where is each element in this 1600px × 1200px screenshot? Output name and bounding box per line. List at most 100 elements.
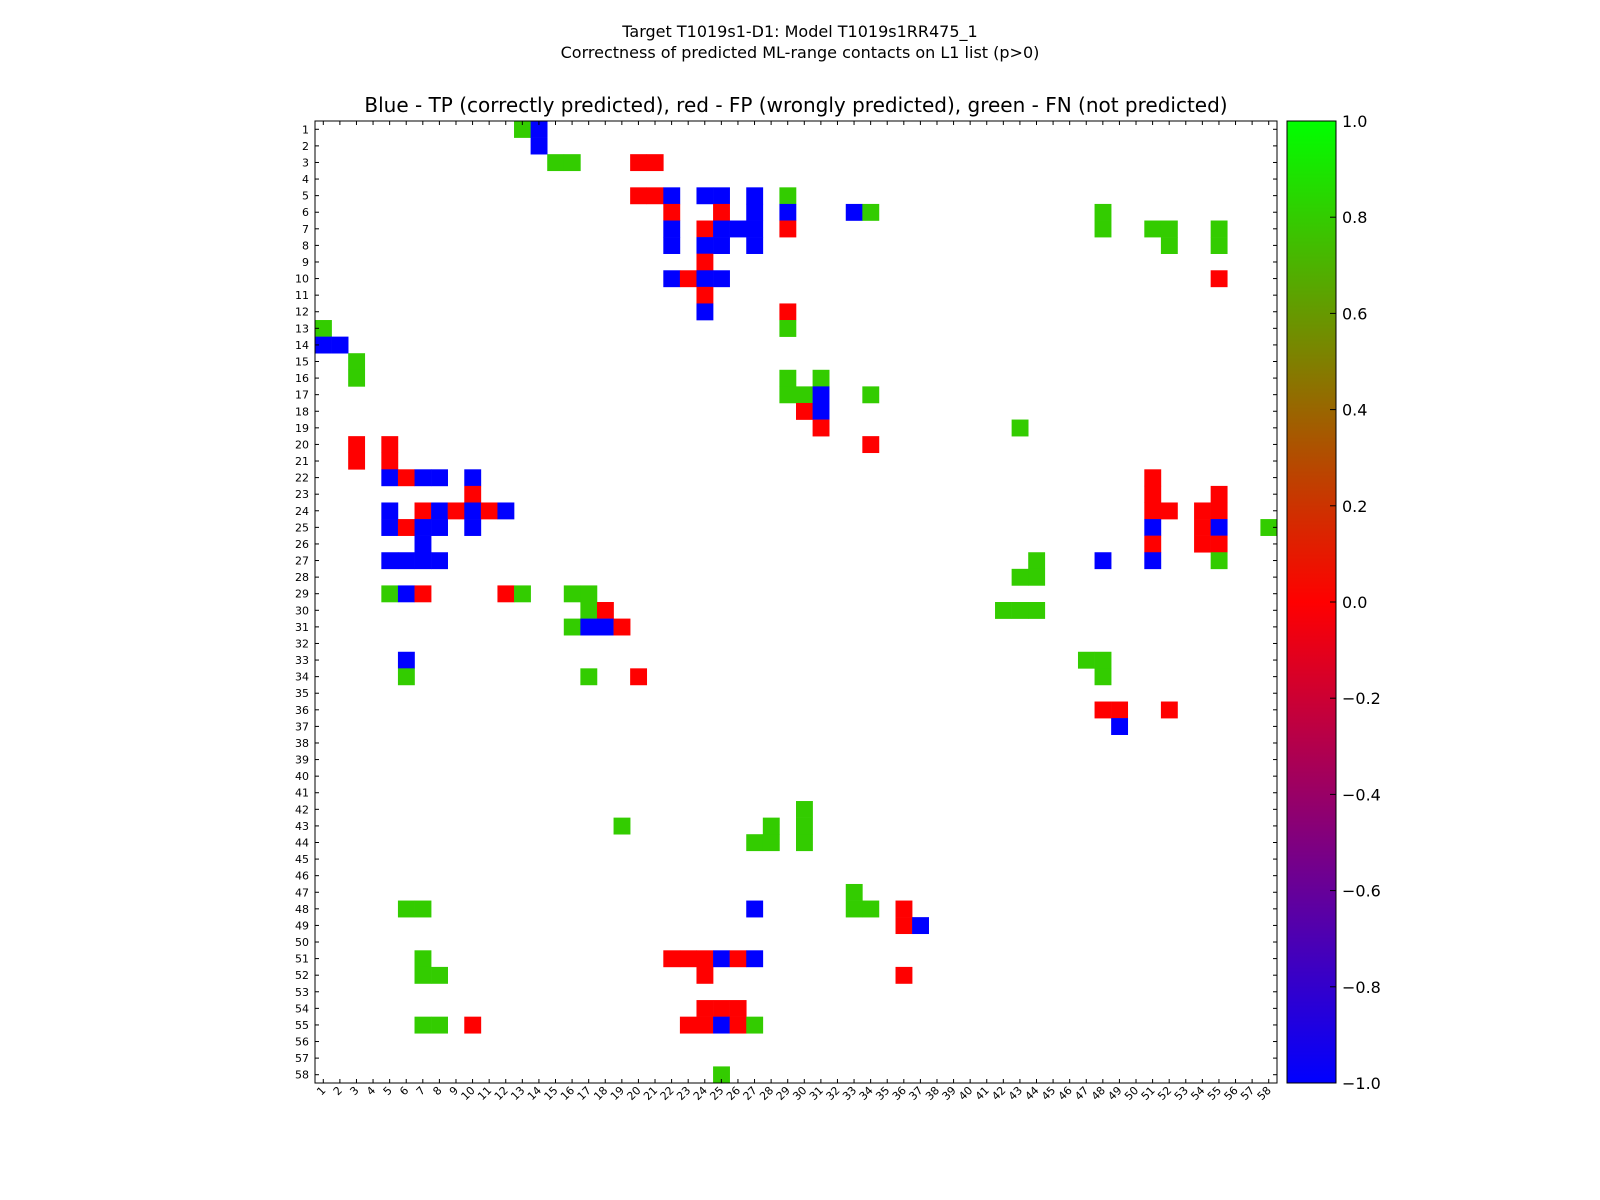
colorbar-tick-label: −1.0	[1342, 1074, 1381, 1093]
heatmap-cell	[397, 519, 415, 536]
heatmap-cell	[1111, 701, 1129, 719]
heatmap-cell	[746, 900, 764, 918]
y-tick-label: 23	[295, 488, 309, 501]
heatmap-cell	[613, 817, 631, 835]
heatmap-cell	[464, 519, 482, 536]
heatmap-cell	[414, 535, 432, 553]
heatmap-cell	[679, 270, 697, 288]
y-tick-label: 50	[295, 936, 309, 949]
heatmap-cell	[315, 320, 332, 337]
heatmap-cell	[1210, 237, 1228, 254]
heatmap-cell	[663, 220, 681, 238]
y-tick-label: 40	[295, 770, 309, 783]
heatmap-cell	[862, 900, 880, 918]
y-tick-label: 28	[295, 571, 309, 584]
heatmap-cell	[1210, 485, 1228, 503]
heatmap-cell	[746, 220, 764, 238]
heatmap-cell	[431, 519, 448, 536]
y-tick-label: 55	[295, 1019, 309, 1032]
heatmap-cell	[431, 1016, 448, 1034]
heatmap-cell	[746, 237, 764, 254]
heatmap-cell	[414, 519, 432, 536]
heatmap-cell	[696, 270, 714, 288]
heatmap-cell	[679, 1016, 697, 1034]
heatmap-cell	[397, 900, 415, 918]
colorbar-tick-label: −0.4	[1342, 785, 1381, 804]
heatmap-cell	[729, 1000, 747, 1017]
heatmap-cell	[1260, 519, 1278, 536]
heatmap-cell	[1094, 651, 1112, 669]
heatmap-cell	[845, 883, 863, 901]
heatmap-cell	[845, 203, 863, 221]
heatmap-cell	[381, 469, 399, 487]
y-tick-label: 3	[302, 156, 309, 169]
heatmap-cell	[713, 1000, 730, 1017]
heatmap-cell	[596, 602, 614, 619]
y-tick-label: 33	[295, 654, 309, 667]
y-tick-label: 22	[295, 472, 309, 485]
heatmap-cell	[895, 966, 913, 984]
y-tick-label: 49	[295, 919, 309, 932]
heatmap-cell	[812, 369, 830, 387]
y-tick-label: 19	[295, 422, 309, 435]
heatmap-cell	[696, 303, 714, 321]
y-tick-label: 44	[295, 837, 309, 850]
y-tick-label: 21	[295, 455, 309, 468]
heatmap-cell	[796, 834, 813, 852]
x-tick-label: 7	[414, 1084, 428, 1098]
heatmap-cell	[663, 950, 681, 968]
heatmap-cell	[796, 801, 813, 818]
y-tick-label: 41	[295, 787, 309, 800]
heatmap-cell	[696, 253, 714, 271]
heatmap-cell	[497, 502, 515, 520]
heatmap-cell	[1144, 220, 1162, 238]
heatmap-cell	[696, 950, 714, 968]
heatmap-cell	[431, 469, 448, 487]
x-tick-label: 6	[397, 1084, 411, 1098]
y-tick-label: 13	[295, 322, 309, 335]
y-axis-ticks: 1234567891011121314151617181920212223242…	[295, 123, 1277, 1082]
heatmap-cell	[1210, 502, 1228, 520]
y-tick-label: 25	[295, 521, 309, 534]
heatmap-cell	[1194, 502, 1211, 520]
y-tick-label: 58	[295, 1069, 309, 1082]
heatmap-cell	[397, 552, 415, 570]
heatmap-cell	[1028, 552, 1046, 570]
y-tick-label: 30	[295, 604, 309, 617]
heatmap-cell	[563, 618, 581, 636]
heatmap-cell	[1077, 651, 1095, 669]
heatmap-cell	[1194, 535, 1211, 553]
heatmap-cell	[1094, 220, 1112, 238]
heatmap-cell	[580, 668, 598, 686]
y-tick-label: 15	[295, 356, 309, 369]
y-tick-label: 35	[295, 687, 309, 700]
heatmap-cell	[1144, 535, 1162, 553]
heatmap-cell	[696, 286, 714, 304]
y-tick-label: 42	[295, 803, 309, 816]
heatmap-cell	[1160, 701, 1178, 719]
heatmap-cell	[563, 585, 581, 603]
y-tick-label: 20	[295, 438, 309, 451]
heatmap-cell	[1210, 552, 1228, 570]
heatmap-cell	[464, 502, 482, 520]
x-tick-label: 5	[381, 1084, 395, 1098]
heatmap-cell	[713, 1066, 730, 1084]
heatmap-cell	[663, 237, 681, 254]
x-axis-ticks: 1 2 3 4 5 6 7 8 91011121314151617181920212223242…	[314, 121, 1274, 1103]
colorbar-tick-label: 0.2	[1342, 497, 1367, 516]
heatmap-cell	[713, 270, 730, 288]
heatmap-cell	[514, 121, 531, 138]
heatmap-cell	[547, 154, 565, 172]
heatmap-cell	[381, 585, 399, 603]
heatmap-cell	[1111, 718, 1129, 735]
heatmap-cell	[729, 950, 747, 968]
heatmap-cell	[580, 618, 598, 636]
y-tick-label: 51	[295, 953, 309, 966]
heatmap-cell	[713, 203, 730, 221]
y-tick-label: 29	[295, 588, 309, 601]
x-tick-label: 2	[331, 1084, 345, 1098]
heatmap-cell	[679, 950, 697, 968]
heatmap-cell	[912, 917, 929, 935]
